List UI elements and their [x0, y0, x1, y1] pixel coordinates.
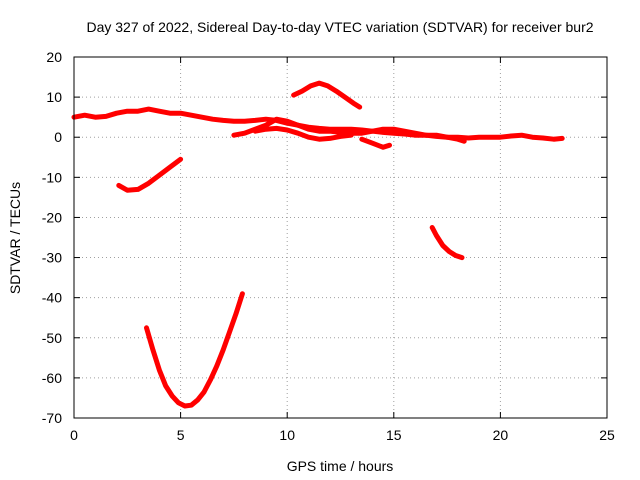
x-tick-label: 20 [493, 427, 509, 443]
y-tick-label: -70 [42, 410, 62, 426]
y-tick-label: 10 [46, 89, 62, 105]
y-tick-label: -30 [42, 250, 62, 266]
series-group [71, 80, 565, 409]
x-tick-label: 10 [279, 427, 295, 443]
series-arc-7 [144, 291, 245, 409]
y-tick-label: -20 [42, 209, 62, 225]
y-tick-label: -10 [42, 169, 62, 185]
y-tick-label: -60 [42, 370, 62, 386]
x-axis-title: GPS time / hours [287, 458, 394, 474]
series-arc-3 [252, 125, 354, 142]
x-tick-label: 0 [70, 427, 78, 443]
series-arc-4 [359, 136, 392, 150]
y-tick-label: 20 [46, 49, 62, 65]
ticks [73, 56, 608, 419]
series-arc-5 [291, 80, 363, 110]
x-tick-label: 5 [177, 427, 185, 443]
x-tick-label: 15 [386, 427, 402, 443]
y-tick-label: -50 [42, 330, 62, 346]
series-arc-1 [71, 106, 565, 142]
y-tick-labels: -70 -60 -50 -40 -30 -20 -10 0 10 20 [42, 49, 62, 426]
chart-title: Day 327 of 2022, Sidereal Day-to-day VTE… [86, 19, 593, 35]
x-tick-labels: 0 5 10 15 20 25 [70, 427, 615, 443]
y-axis-title: SDTVAR / TECUs [7, 182, 23, 294]
plot-frame [73, 56, 608, 419]
y-tick-label: 0 [54, 129, 62, 145]
y-tick-label: -40 [42, 290, 62, 306]
series-arc-8 [429, 225, 465, 261]
x-tick-label: 25 [599, 427, 615, 443]
series-arc-6 [116, 156, 184, 193]
